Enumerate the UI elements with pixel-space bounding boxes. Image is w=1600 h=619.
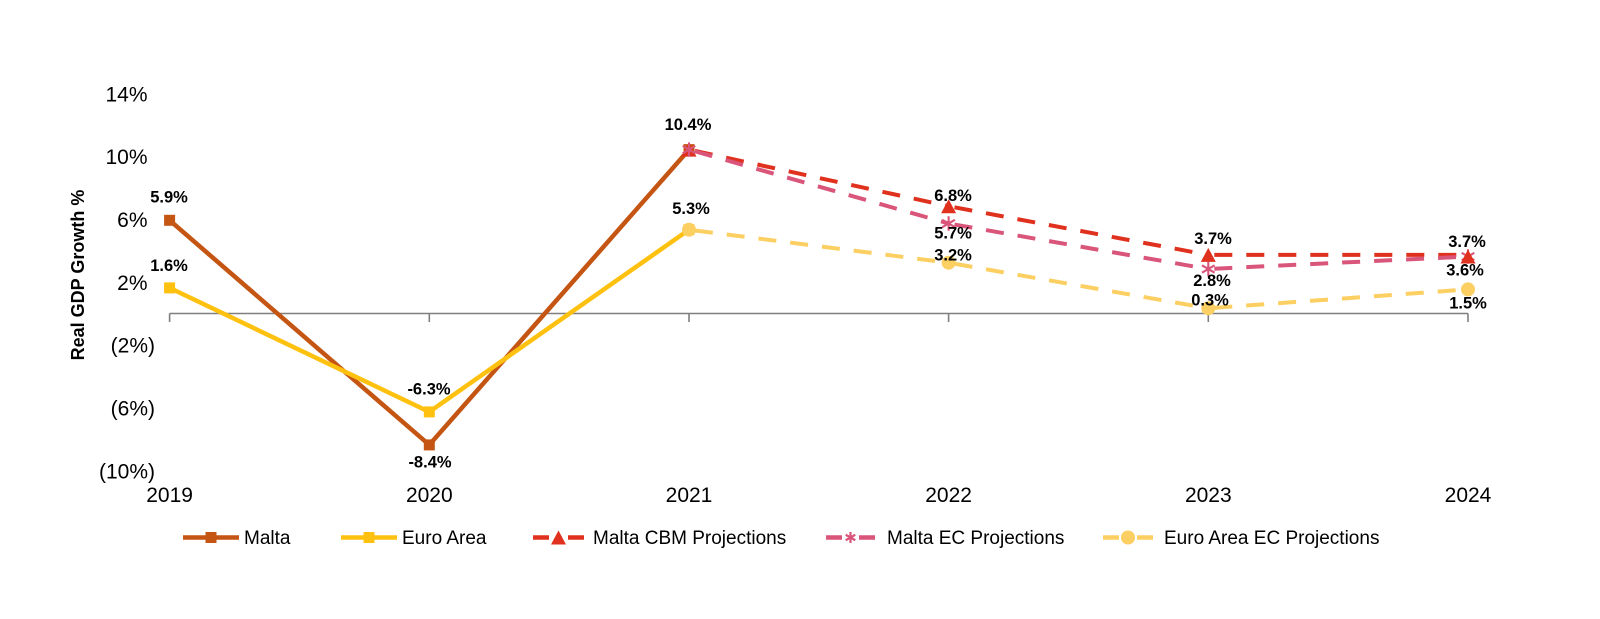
svg-text:10.4%: 10.4% [665,116,712,134]
svg-text:3.7%: 3.7% [1194,230,1232,248]
svg-text:3.7%: 3.7% [1448,233,1486,251]
svg-text:1.6%: 1.6% [150,257,188,275]
svg-text:-6.3%: -6.3% [407,381,450,399]
svg-text:(6%): (6%) [111,397,155,420]
svg-text:Euro Area: Euro Area [402,528,487,549]
svg-text:2022: 2022 [925,484,972,507]
svg-text:2023: 2023 [1185,484,1232,507]
svg-text:2024: 2024 [1445,484,1492,507]
svg-text:1.5%: 1.5% [1449,295,1487,313]
svg-text:(2%): (2%) [111,335,155,358]
svg-text:Malta: Malta [244,528,291,549]
svg-text:-8.4%: -8.4% [408,454,451,472]
svg-text:5.7%: 5.7% [934,225,972,243]
svg-text:14%: 14% [105,83,147,106]
svg-text:3.2%: 3.2% [934,247,972,265]
svg-text:6%: 6% [117,209,147,232]
svg-text:(10%): (10%) [99,460,155,483]
svg-text:Malta EC Projections: Malta EC Projections [887,528,1064,549]
svg-text:2020: 2020 [406,484,453,507]
svg-text:2%: 2% [117,272,147,295]
svg-text:5.9%: 5.9% [150,189,188,207]
svg-text:2021: 2021 [666,484,713,507]
svg-text:Real GDP Growth %: Real GDP Growth % [68,190,88,361]
svg-text:0.3%: 0.3% [1191,292,1229,310]
svg-text:Malta CBM Projections: Malta CBM Projections [593,528,786,549]
svg-text:5.3%: 5.3% [672,200,710,218]
svg-text:10%: 10% [105,146,147,169]
svg-text:3.6%: 3.6% [1446,262,1484,280]
svg-text:6.8%: 6.8% [934,187,972,205]
svg-text:Euro Area EC Projections: Euro Area EC Projections [1164,528,1379,549]
svg-text:2019: 2019 [146,484,193,507]
svg-text:2.8%: 2.8% [1193,272,1231,290]
